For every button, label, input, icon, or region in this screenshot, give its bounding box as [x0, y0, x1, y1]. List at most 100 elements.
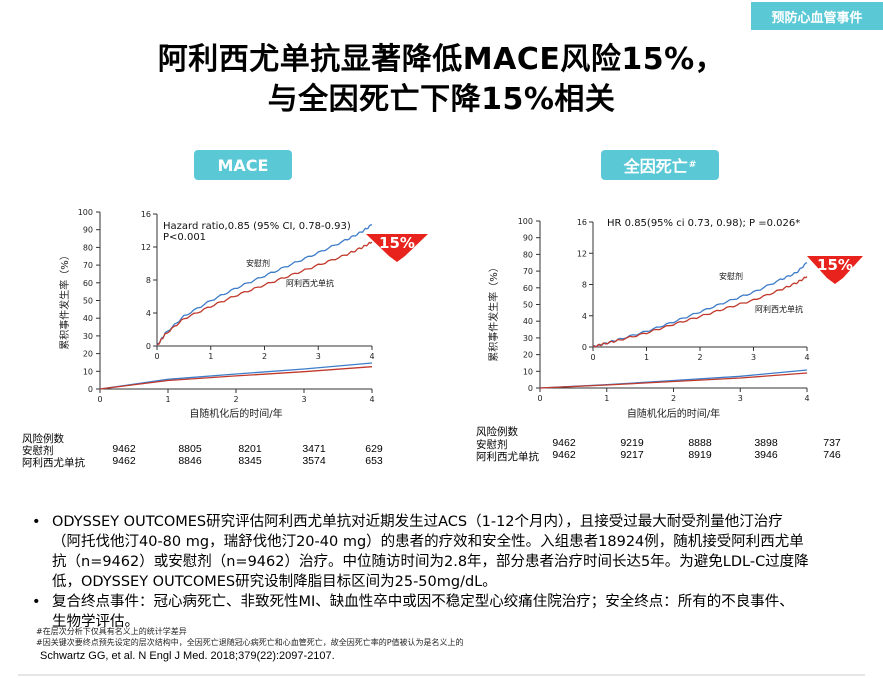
footnote-1: #在层次分析下仅具有名义上的统计学差异: [36, 627, 187, 636]
risk-value: 9462: [552, 449, 576, 461]
topic-tag: 预防心血管事件: [751, 2, 883, 30]
inset-y-tick-label: 0: [146, 342, 151, 351]
x-axis-label: 自随机化后的时间/年: [189, 407, 282, 420]
risk-value: 3946: [754, 449, 778, 461]
inset-series-line-placebo: [592, 262, 808, 348]
main-series-line-alirocumab: [99, 366, 373, 390]
y-tick-label: 10: [523, 367, 533, 376]
reduction-badge-text: 15%: [817, 256, 853, 274]
x-axis-label: 自随机化后的时间/年: [627, 407, 720, 420]
x-tick-label: 1: [604, 394, 609, 403]
inset-x-tick-label: 3: [751, 353, 756, 362]
y-tick-label: 40: [523, 317, 533, 326]
footnote-2: #因关键次要终点预先设定的层次结构中，全因死亡退随冠心病死亡和心血管死亡，故全因…: [36, 638, 464, 647]
y-tick-label: 100: [518, 217, 533, 226]
bullet1-line: ODYSSEY OUTCOMES研究评估阿利西尤单抗对近期发生过ACS（1-12…: [52, 514, 783, 530]
inset-y-tick-label: 8: [582, 281, 587, 290]
inset-y-tick-label: 0: [582, 343, 587, 352]
y-tick-label: 10: [83, 367, 93, 376]
inset-y-tick-label: 8: [146, 276, 151, 285]
x-tick-label: 3: [738, 394, 743, 403]
risk-value: 9462: [112, 455, 136, 467]
p-value-annotation: P<0.001: [163, 232, 206, 243]
mortality-panel-label-text: 全因死亡: [623, 157, 688, 176]
risk-value: 8201: [238, 443, 262, 455]
y-tick-label: 40: [83, 314, 93, 323]
risk-value: 3574: [302, 455, 326, 467]
y-tick-label: 100: [78, 208, 93, 217]
reduction-badge-text: 15%: [379, 234, 415, 252]
series-label-alirocumab: 阿利西尤单抗: [755, 304, 803, 314]
y-tick-label: 30: [523, 334, 533, 343]
mace-panel-label-text: MACE: [217, 155, 269, 175]
y-tick-label: 20: [83, 350, 93, 359]
title-line-1: 阿利西尤单抗显著降低MACE风险15%，: [157, 42, 726, 77]
inset-y-tick-label: 4: [146, 309, 151, 318]
main-series-line-alirocumab: [539, 372, 808, 389]
risk-row-label: 安慰剂: [476, 438, 508, 451]
risk-value: 8345: [238, 455, 262, 467]
risk-value: 8919: [688, 449, 712, 461]
inset-y-tick-label: 12: [141, 243, 151, 252]
inset-x-tick-label: 3: [316, 352, 321, 361]
series-label-alirocumab: 阿利西尤单抗: [286, 278, 334, 288]
bullet-study-design: • ODYSSEY OUTCOMES研究评估阿利西尤单抗对近期发生过ACS（1-…: [28, 512, 843, 592]
inset-x-tick-label: 4: [804, 353, 809, 362]
inset-x-tick-label: 0: [590, 353, 595, 362]
x-tick-label: 4: [369, 395, 374, 404]
y-tick-label: 50: [83, 297, 93, 306]
x-tick-label: 0: [97, 395, 102, 404]
risk-value: 3471: [302, 443, 326, 455]
page-title: 阿利西尤单抗显著降低MACE风险15%， 与全因死亡下降15%相关: [0, 40, 883, 120]
main-series-line-placebo: [99, 362, 373, 390]
y-tick-label: 90: [523, 234, 533, 243]
risk-value: 737: [823, 436, 841, 449]
bullet2-line: 复合终点事件：冠心病死亡、非致死性MI、缺血性卒中或因不稳定型心绞痛住院治疗；安…: [52, 594, 794, 610]
y-tick-label: 60: [523, 284, 533, 293]
risk-value: 629: [365, 443, 383, 455]
y-tick-label: 20: [523, 351, 533, 360]
inset-y-tick-label: 16: [577, 218, 587, 227]
inset-x-tick-label: 1: [208, 352, 213, 361]
risk-table-header: 风险例数: [476, 426, 518, 438]
inset-series-line-placebo: [156, 224, 373, 347]
inset-y-tick-label: 12: [577, 249, 587, 258]
x-tick-label: 4: [804, 394, 809, 403]
inset-x-tick-label: 1: [644, 353, 649, 362]
risk-value: 3898: [754, 436, 778, 449]
x-tick-label: 2: [233, 395, 238, 404]
x-tick-label: 2: [671, 394, 676, 403]
y-axis-label: 累积事件发生率（%）: [487, 262, 500, 362]
reduction-arrow-icon: [807, 256, 863, 284]
risk-value: 746: [823, 449, 841, 461]
risk-table-header: 风险例数: [22, 433, 64, 445]
y-tick-label: 60: [83, 279, 93, 288]
bullet1-line: 抗（n=9462）或安慰剂（n=9462）治疗。中位随访时间为2.8年，部分患者…: [52, 554, 809, 570]
risk-value: 9462: [552, 436, 576, 449]
bullet1-line: （阿托伐他汀40-80 mg，瑞舒伐他汀20-40 mg）的患者的疗效和安全性。…: [52, 534, 804, 550]
risk-row-label: 安慰剂: [22, 445, 54, 457]
y-tick-label: 90: [83, 226, 93, 235]
inset-y-tick-label: 4: [582, 312, 587, 321]
y-tick-label: 30: [83, 332, 93, 341]
mortality-panel-label-sup: #: [688, 160, 697, 170]
risk-value: 8846: [178, 455, 202, 467]
reference: Schwartz GG, et al. N Engl J Med. 2018;3…: [40, 650, 335, 662]
bullet-endpoints: • 复合终点事件：冠心病死亡、非致死性MI、缺血性卒中或因不稳定型心绞痛住院治疗…: [28, 592, 843, 632]
risk-value: 9219: [620, 436, 644, 449]
main-series-line-placebo: [539, 369, 808, 389]
bullet1-line: 低，ODYSSEY OUTCOMES研究设制降脂目标区间为25-50mg/dL。: [52, 574, 497, 590]
y-axis-label: 累积事件发生率（%）: [58, 250, 71, 350]
inset-x-tick-label: 2: [262, 352, 267, 361]
hazard-ratio-annotation: Hazard ratio,0.85 (95% CI, 0.78-0.93): [163, 221, 351, 232]
reduction-arrow-icon: [366, 234, 428, 262]
inset-series-line-alirocumab: [156, 241, 373, 346]
y-tick-label: 80: [83, 243, 93, 252]
risk-value: 9462: [112, 443, 136, 455]
mace-panel-label: MACE: [194, 150, 292, 180]
y-tick-label: 70: [523, 267, 533, 276]
x-tick-label: 0: [537, 394, 542, 403]
risk-value: 9217: [620, 449, 644, 461]
y-tick-label: 80: [523, 250, 533, 259]
